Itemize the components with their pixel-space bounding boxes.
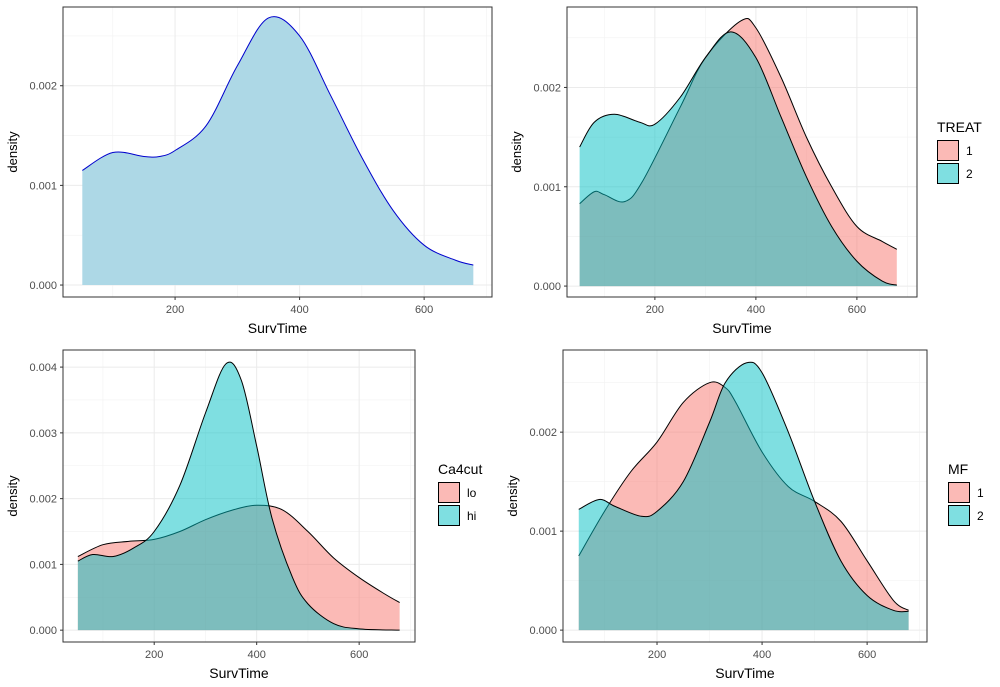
density-area-hi: [77, 362, 400, 631]
legend-label: hi: [467, 509, 476, 523]
y-tick-label: 0.000: [29, 625, 57, 637]
y-axis-title: density: [5, 131, 20, 173]
y-axis-title: density: [505, 475, 520, 517]
legend-key-2: [948, 505, 970, 526]
legend-title: Ca4cut: [438, 461, 482, 477]
y-tick-label: 0.002: [29, 81, 57, 93]
x-tick-label: 400: [753, 649, 771, 661]
x-axis-title: SurvTime: [715, 665, 775, 681]
x-tick-label: 400: [247, 649, 265, 661]
y-axis-title: density: [5, 475, 20, 517]
panel-3: 200 400 600 0.000 0.001 0.002 0.003 0.004 SurvTi…: [5, 349, 482, 681]
legend-label: 1: [966, 144, 973, 158]
y-axis-title: density: [509, 131, 524, 173]
y-tick-label: 0.003: [29, 428, 57, 440]
density-line-all: [82, 16, 474, 266]
legend-key-1: [937, 140, 959, 161]
x-tick-label: 600: [415, 304, 433, 316]
legend-key-1: [948, 482, 970, 503]
y-tick-label: 0.001: [29, 180, 57, 192]
panel-2: 200 400 600 0.000 0.001 0.002 SurvTime density T…: [509, 6, 982, 336]
legend: Ca4cut lo hi: [438, 461, 482, 526]
legend-key-2: [937, 163, 959, 184]
density-line-2: [579, 31, 897, 286]
legend-key-lo: [438, 482, 460, 503]
legend-key-hi: [438, 505, 460, 526]
density-area-2: [579, 31, 897, 287]
panel-border: [566, 6, 918, 298]
y-tick-label: 0.002: [529, 427, 557, 439]
x-tick-label: 400: [290, 304, 308, 316]
density-line-hi: [77, 361, 400, 631]
y-tick-label: 0.001: [533, 182, 561, 194]
legend-label: lo: [467, 486, 477, 500]
x-tick-label: 600: [858, 649, 876, 661]
panel-border: [62, 6, 493, 298]
legend-label: 2: [966, 167, 973, 181]
y-tick-label: 0.002: [533, 82, 561, 94]
density-area-all: [82, 16, 474, 286]
x-axis-title: SurvTime: [209, 665, 269, 681]
legend-label: 1: [977, 486, 984, 500]
x-tick-label: 600: [350, 649, 368, 661]
legend-label: 2: [977, 509, 984, 523]
y-tick-label: 0.000: [533, 281, 561, 293]
y-tick-label: 0.001: [29, 559, 57, 571]
legend-title: MF: [948, 461, 968, 477]
x-tick-label: 600: [848, 304, 866, 316]
panel-border: [62, 349, 416, 643]
x-tick-label: 400: [747, 304, 765, 316]
legend: MF 1 2: [948, 461, 984, 526]
x-tick-label: 200: [145, 649, 163, 661]
density-line-2: [578, 361, 909, 613]
x-tick-label: 200: [646, 304, 664, 316]
x-axis-title: SurvTime: [248, 320, 308, 336]
panel-border: [562, 349, 928, 643]
y-tick-label: 0.004: [29, 362, 57, 374]
y-tick-label: 0.001: [529, 526, 557, 538]
panel-4: 200 400 600 0.000 0.001 0.002 SurvTime density M…: [505, 349, 984, 681]
x-tick-label: 200: [648, 649, 666, 661]
x-axis-title: SurvTime: [712, 320, 772, 336]
density-area-2: [578, 362, 909, 631]
y-tick-label: 0.000: [29, 280, 57, 292]
legend-title: TREAT: [937, 119, 982, 135]
y-tick-label: 0.000: [529, 625, 557, 637]
legend: TREAT 1 2: [937, 119, 982, 184]
x-tick-label: 200: [166, 304, 184, 316]
y-tick-label: 0.002: [29, 494, 57, 506]
panel-1: 200 400 600 0.000 0.001 0.002 SurvTime density: [5, 6, 493, 336]
